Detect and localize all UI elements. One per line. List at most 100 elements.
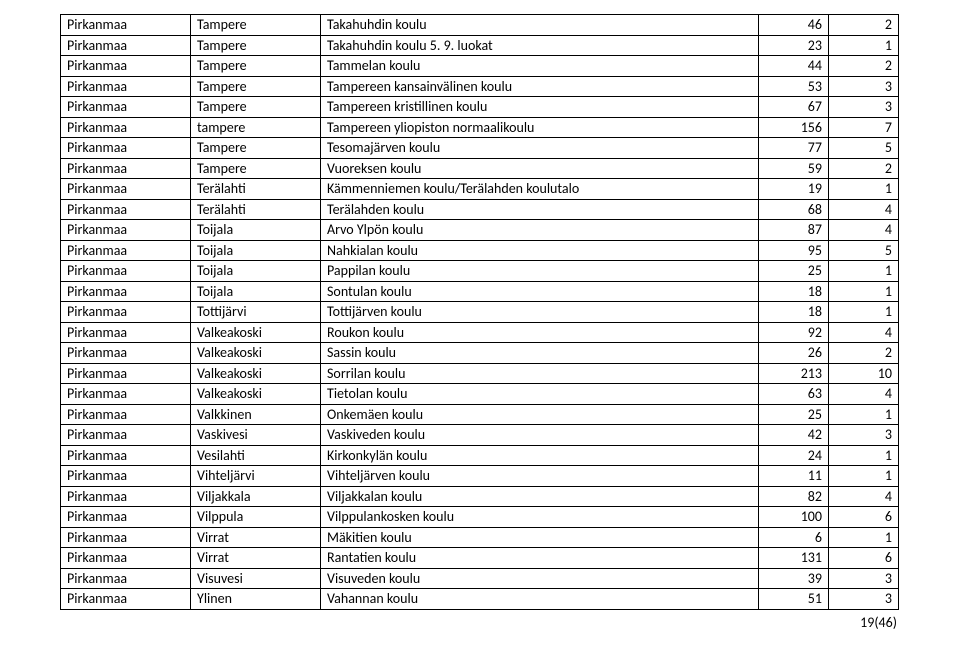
- table-cell: Tottijärven koulu: [321, 302, 759, 323]
- table-cell: 51: [759, 589, 829, 610]
- table-cell: 4: [829, 384, 899, 405]
- table-cell: Mäkitien koulu: [321, 527, 759, 548]
- table-cell: 131: [759, 548, 829, 569]
- table-cell: Pirkanmaa: [61, 322, 191, 343]
- table-cell: Pirkanmaa: [61, 343, 191, 364]
- table-cell: Vaskivesi: [191, 425, 321, 446]
- table-body: PirkanmaaTampereTakahuhdin koulu462Pirka…: [61, 15, 899, 610]
- table-cell: Vaskiveden koulu: [321, 425, 759, 446]
- table-cell: Pirkanmaa: [61, 302, 191, 323]
- table-cell: Vihteljärvi: [191, 466, 321, 487]
- table-row: PirkanmaatampereTampereen yliopiston nor…: [61, 117, 899, 138]
- table-cell: Pirkanmaa: [61, 117, 191, 138]
- table-cell: 1: [829, 35, 899, 56]
- page: PirkanmaaTampereTakahuhdin koulu462Pirka…: [0, 0, 959, 639]
- table-cell: Pirkanmaa: [61, 158, 191, 179]
- table-cell: Tottijärvi: [191, 302, 321, 323]
- table-row: PirkanmaaValkeakoskiRoukon koulu924: [61, 322, 899, 343]
- table-cell: 63: [759, 384, 829, 405]
- table-cell: 156: [759, 117, 829, 138]
- table-cell: 6: [829, 507, 899, 528]
- table-cell: Pirkanmaa: [61, 35, 191, 56]
- table-cell: 18: [759, 302, 829, 323]
- table-cell: 82: [759, 486, 829, 507]
- table-cell: 2: [829, 343, 899, 364]
- table-cell: Pirkanmaa: [61, 15, 191, 36]
- table-cell: Valkeakoski: [191, 363, 321, 384]
- table-cell: Terälahti: [191, 199, 321, 220]
- table-cell: 1: [829, 179, 899, 200]
- table-cell: Terälahti: [191, 179, 321, 200]
- table-cell: Roukon koulu: [321, 322, 759, 343]
- table-cell: 42: [759, 425, 829, 446]
- table-cell: 25: [759, 404, 829, 425]
- table-cell: Viljakkala: [191, 486, 321, 507]
- table-cell: Vuoreksen koulu: [321, 158, 759, 179]
- table-cell: Tietolan koulu: [321, 384, 759, 405]
- table-cell: Pirkanmaa: [61, 466, 191, 487]
- table-cell: Tampere: [191, 158, 321, 179]
- table-cell: 7: [829, 117, 899, 138]
- table-cell: Pirkanmaa: [61, 281, 191, 302]
- table-row: PirkanmaaValkeakoskiSassin koulu262: [61, 343, 899, 364]
- table-cell: 11: [759, 466, 829, 487]
- table-cell: 5: [829, 138, 899, 159]
- table-cell: Viljakkalan koulu: [321, 486, 759, 507]
- table-row: PirkanmaaTampereTampereen kristillinen k…: [61, 97, 899, 118]
- table-cell: 26: [759, 343, 829, 364]
- table-cell: 18: [759, 281, 829, 302]
- table-cell: Nahkialan koulu: [321, 240, 759, 261]
- table-cell: Rantatien koulu: [321, 548, 759, 569]
- table-cell: 3: [829, 425, 899, 446]
- page-footer: 19(46): [60, 610, 899, 631]
- table-row: PirkanmaaValkeakoskiTietolan koulu634: [61, 384, 899, 405]
- table-cell: Pirkanmaa: [61, 507, 191, 528]
- table-cell: Pirkanmaa: [61, 486, 191, 507]
- table-cell: Arvo Ylpön koulu: [321, 220, 759, 241]
- table-row: PirkanmaaTampereTakahuhdin koulu 5. 9. l…: [61, 35, 899, 56]
- table-cell: 68: [759, 199, 829, 220]
- table-row: PirkanmaaVesilahtiKirkonkylän koulu241: [61, 445, 899, 466]
- table-cell: Toijala: [191, 261, 321, 282]
- table-cell: Pirkanmaa: [61, 199, 191, 220]
- table-cell: 1: [829, 261, 899, 282]
- table-cell: 25: [759, 261, 829, 282]
- table-cell: 6: [759, 527, 829, 548]
- table-cell: 87: [759, 220, 829, 241]
- table-cell: 1: [829, 281, 899, 302]
- table-cell: Pirkanmaa: [61, 56, 191, 77]
- table-cell: Pirkanmaa: [61, 404, 191, 425]
- table-cell: 1: [829, 302, 899, 323]
- table-cell: 1: [829, 466, 899, 487]
- table-cell: Pirkanmaa: [61, 240, 191, 261]
- table-cell: Kämmenniemen koulu/Terälahden koulutalo: [321, 179, 759, 200]
- table-cell: Visuvesi: [191, 568, 321, 589]
- table-cell: Toijala: [191, 220, 321, 241]
- table-cell: Pirkanmaa: [61, 527, 191, 548]
- table-cell: 67: [759, 97, 829, 118]
- table-cell: 24: [759, 445, 829, 466]
- table-cell: Toijala: [191, 281, 321, 302]
- table-row: PirkanmaaTampereTesomajärven koulu775: [61, 138, 899, 159]
- table-row: PirkanmaaTerälahtiTerälahden koulu684: [61, 199, 899, 220]
- table-cell: 4: [829, 199, 899, 220]
- table-row: PirkanmaaVirratMäkitien koulu61: [61, 527, 899, 548]
- table-cell: 5: [829, 240, 899, 261]
- table-row: PirkanmaaVirratRantatien koulu1316: [61, 548, 899, 569]
- table-cell: 3: [829, 97, 899, 118]
- table-cell: Tampere: [191, 35, 321, 56]
- table-cell: 53: [759, 76, 829, 97]
- table-cell: Takahuhdin koulu: [321, 15, 759, 36]
- table-cell: Virrat: [191, 527, 321, 548]
- table-cell: Takahuhdin koulu 5. 9. luokat: [321, 35, 759, 56]
- table-cell: Pirkanmaa: [61, 548, 191, 569]
- table-cell: 100: [759, 507, 829, 528]
- table-cell: 6: [829, 548, 899, 569]
- table-row: PirkanmaaTampereVuoreksen koulu592: [61, 158, 899, 179]
- data-table: PirkanmaaTampereTakahuhdin koulu462Pirka…: [60, 14, 899, 610]
- table-cell: Toijala: [191, 240, 321, 261]
- table-cell: Terälahden koulu: [321, 199, 759, 220]
- table-row: PirkanmaaToijalaPappilan koulu251: [61, 261, 899, 282]
- table-cell: Tampereen kristillinen koulu: [321, 97, 759, 118]
- table-cell: Sassin koulu: [321, 343, 759, 364]
